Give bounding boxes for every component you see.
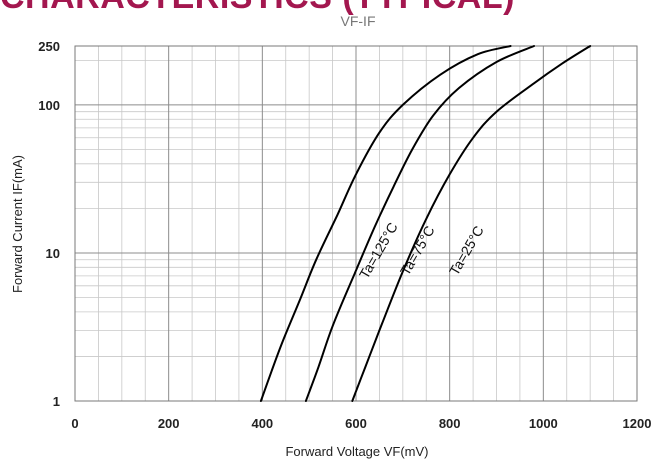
x-tick-label: 1200: [623, 416, 652, 431]
series-line-3: [351, 45, 592, 402]
grid-major: [75, 46, 637, 401]
y-tick-label: 100: [38, 98, 60, 113]
x-tick-label: 600: [345, 416, 367, 431]
chart-title: VF-IF: [341, 13, 376, 29]
section-heading: CHARACTERISTICS (TYPICAL): [0, 0, 515, 17]
x-axis-title: Forward Voltage VF(mV): [285, 444, 428, 459]
series-line-2: [304, 45, 535, 402]
series-line-1: [259, 45, 512, 402]
x-tick-label: 800: [439, 416, 461, 431]
y-tick-label: 250: [38, 39, 60, 54]
y-axis-tick-labels: 1 10 100 250: [38, 39, 60, 409]
y-tick-label: 10: [46, 246, 60, 261]
x-tick-label: 1000: [529, 416, 558, 431]
series-label-1: Ta=125°C: [356, 220, 401, 282]
plot-area-frame: [74, 45, 638, 402]
series-curves: [259, 45, 592, 402]
y-axis-title: Forward Current IF(mA): [10, 155, 25, 293]
x-axis-tick-labels: 0 200 400 600 800 1000 1200: [71, 416, 651, 431]
y-tick-label: 1: [53, 394, 60, 409]
series-labels: Ta=125°CTa=75°C Ta=25°C: [356, 220, 487, 282]
x-tick-label: 0: [71, 416, 78, 431]
x-tick-label: 200: [158, 416, 180, 431]
x-tick-label: 400: [251, 416, 273, 431]
series-label-3: Ta=25°C: [446, 223, 487, 278]
